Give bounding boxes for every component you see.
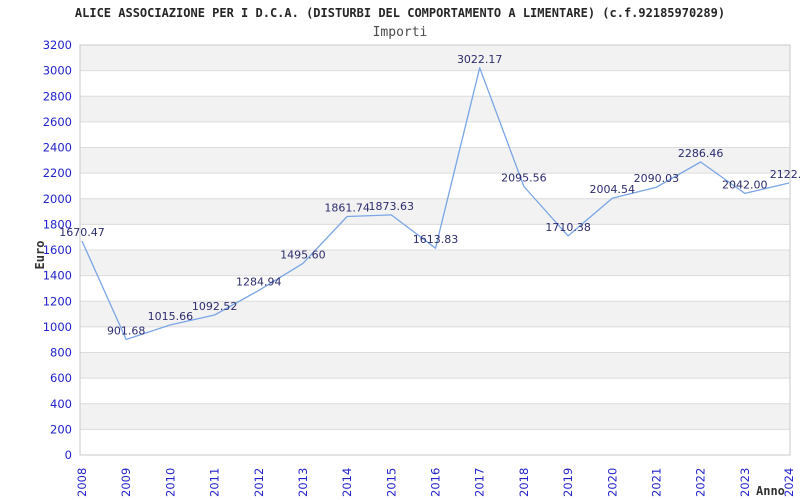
y-tick-label: 2400 bbox=[43, 141, 72, 155]
data-point-label: 3022.17 bbox=[457, 53, 503, 66]
x-tick-label: 2009 bbox=[119, 468, 133, 497]
plot-band bbox=[80, 198, 790, 225]
data-point-label: 2042.00 bbox=[722, 178, 768, 191]
y-tick-label: 2800 bbox=[43, 89, 72, 103]
x-tick-label: 2013 bbox=[296, 468, 310, 497]
y-tick-label: 3200 bbox=[43, 38, 72, 52]
y-tick-label: 0 bbox=[65, 448, 72, 462]
y-axis-title: Euro bbox=[33, 240, 47, 270]
x-tick-label: 2012 bbox=[252, 468, 266, 497]
x-tick-label: 2015 bbox=[384, 468, 398, 497]
x-axis-title: Anno bbox=[756, 484, 785, 498]
data-point-label: 1873.63 bbox=[369, 200, 415, 213]
data-point-label: 2090.03 bbox=[634, 172, 680, 185]
y-tick-label: 600 bbox=[50, 371, 72, 385]
y-tick-label: 800 bbox=[50, 346, 72, 360]
plot-band bbox=[80, 326, 790, 353]
data-point-label: 2286.46 bbox=[678, 147, 724, 160]
data-point-label: 1670.47 bbox=[59, 226, 105, 239]
x-tick-label: 2018 bbox=[517, 468, 531, 497]
plot-band bbox=[80, 352, 790, 379]
data-point-label: 2095.56 bbox=[501, 172, 547, 185]
data-point-label: 1092.52 bbox=[192, 300, 238, 313]
x-tick-label: 2017 bbox=[473, 468, 487, 497]
x-tick-label: 2010 bbox=[163, 468, 177, 497]
x-tick-label: 2023 bbox=[738, 468, 752, 497]
x-tick-label: 2024 bbox=[782, 468, 796, 497]
x-tick-label: 2014 bbox=[340, 468, 354, 497]
plot-band bbox=[80, 275, 790, 302]
plot-band bbox=[80, 224, 790, 250]
plot-band bbox=[80, 45, 790, 71]
y-tick-label: 2000 bbox=[43, 192, 72, 206]
data-point-label: 901.68 bbox=[107, 325, 146, 338]
y-tick-label: 1800 bbox=[43, 217, 72, 231]
plot-band bbox=[80, 403, 790, 430]
plot-band bbox=[80, 173, 790, 199]
y-tick-label: 2200 bbox=[43, 166, 72, 180]
plot-band bbox=[80, 429, 790, 455]
data-point-label: 1284.94 bbox=[236, 275, 282, 288]
data-point-label: 1613.83 bbox=[413, 233, 459, 246]
plot-band bbox=[80, 70, 790, 97]
x-tick-label: 2021 bbox=[649, 468, 663, 497]
y-tick-label: 2600 bbox=[43, 115, 72, 129]
plot-band bbox=[80, 147, 790, 174]
x-tick-label: 2020 bbox=[605, 468, 619, 497]
chart-title: ALICE ASSOCIAZIONE PER I D.C.A. (DISTURB… bbox=[74, 6, 726, 20]
plot-band bbox=[80, 121, 790, 148]
data-point-label: 1710.38 bbox=[545, 221, 591, 234]
y-tick-label: 1200 bbox=[43, 294, 72, 308]
y-tick-label: 3000 bbox=[43, 64, 72, 78]
y-tick-label: 1400 bbox=[43, 269, 72, 283]
y-tick-label: 200 bbox=[50, 422, 72, 436]
chart-subtitle: Importi bbox=[372, 25, 428, 40]
plot-band bbox=[80, 378, 790, 404]
plot-band bbox=[80, 250, 790, 276]
plot-band bbox=[80, 96, 790, 122]
y-tick-label: 400 bbox=[50, 397, 72, 411]
data-point-label: 2004.54 bbox=[590, 183, 636, 196]
plot-border bbox=[79, 44, 791, 456]
x-tick-label: 2016 bbox=[429, 468, 443, 497]
x-tick-label: 2022 bbox=[694, 468, 708, 497]
x-tick-label: 2008 bbox=[75, 468, 89, 497]
data-point-label: 1015.66 bbox=[148, 310, 194, 323]
plot-band bbox=[80, 301, 790, 327]
y-tick-label: 1000 bbox=[43, 320, 72, 334]
y-tick-label: 1600 bbox=[43, 243, 72, 257]
data-point-label: 2122.9 bbox=[770, 168, 800, 181]
x-tick-label: 2011 bbox=[208, 468, 222, 497]
data-point-label: 1495.60 bbox=[280, 248, 326, 261]
data-point-label: 1861.74 bbox=[324, 202, 370, 215]
x-tick-label: 2019 bbox=[561, 468, 575, 497]
data-line bbox=[81, 67, 790, 341]
